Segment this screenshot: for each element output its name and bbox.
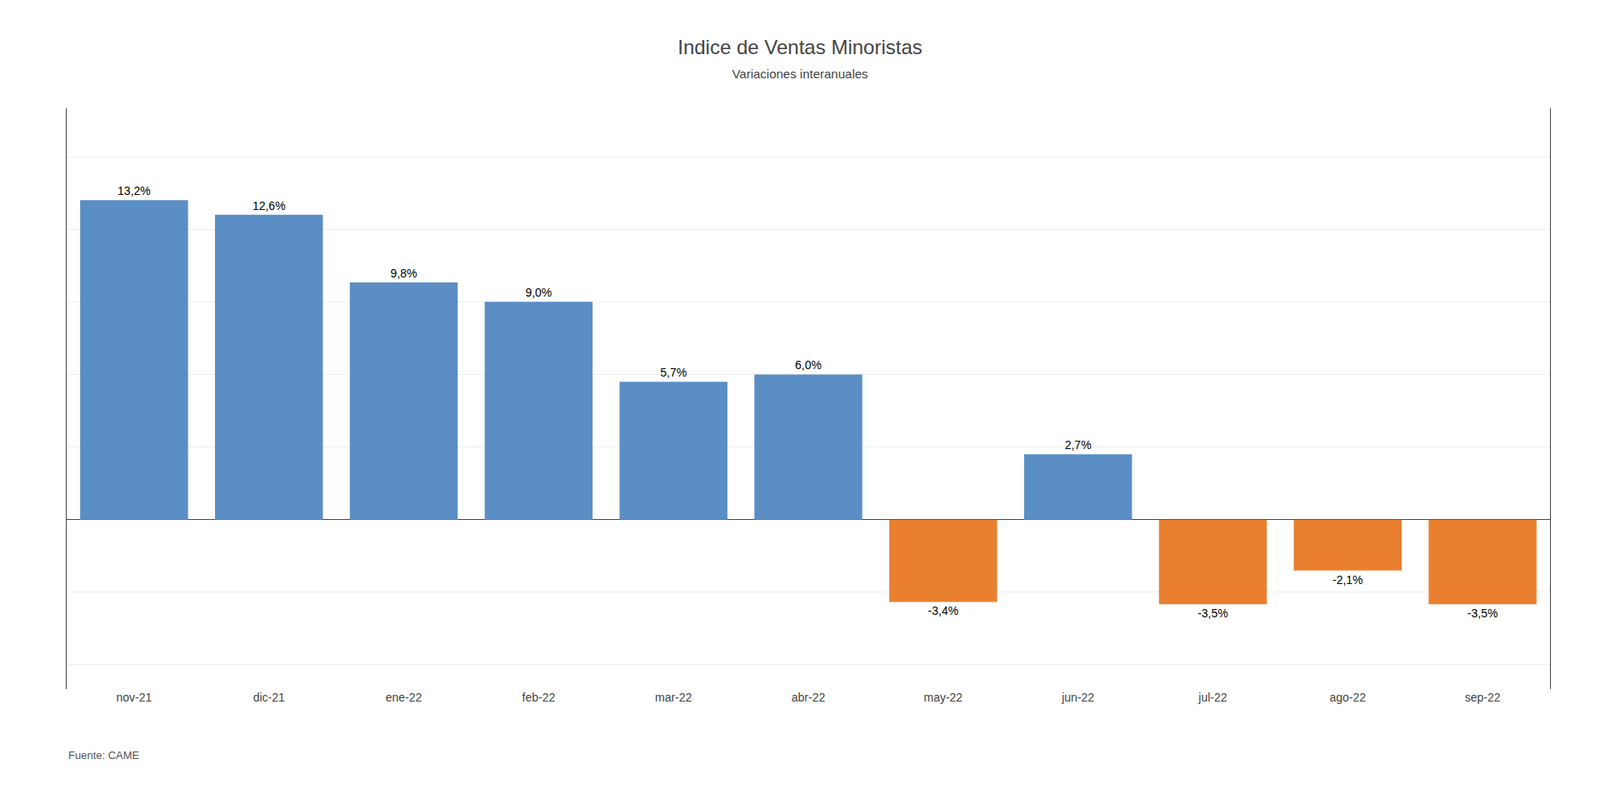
svg-text:sep-22: sep-22 — [1465, 690, 1501, 705]
svg-text:ene-22: ene-22 — [385, 690, 423, 705]
svg-text:Fuente: CAME: Fuente: CAME — [68, 749, 140, 762]
svg-text:13,2%: 13,2% — [117, 184, 151, 198]
svg-text:jun-22: jun-22 — [1060, 690, 1095, 705]
svg-text:9,0%: 9,0% — [525, 285, 552, 300]
svg-text:dic-21: dic-21 — [253, 690, 285, 705]
svg-text:Variaciones interanuales: Variaciones interanuales — [731, 66, 868, 81]
svg-text:12,6%: 12,6% — [252, 199, 286, 213]
svg-text:may-22: may-22 — [923, 690, 963, 705]
svg-text:feb-22: feb-22 — [522, 690, 556, 705]
svg-text:5,7%: 5,7% — [660, 365, 687, 380]
svg-text:-3,5%: -3,5% — [1197, 606, 1229, 620]
svg-text:jul-22: jul-22 — [1197, 690, 1227, 705]
svg-text:-2,1%: -2,1% — [1332, 573, 1364, 587]
svg-text:abr-22: abr-22 — [791, 690, 826, 705]
svg-text:-3,4%: -3,4% — [928, 604, 960, 618]
svg-text:mar-22: mar-22 — [655, 690, 693, 705]
svg-text:nov-21: nov-21 — [116, 690, 153, 705]
svg-text:Indice de Ventas Minoristas: Indice de Ventas Minoristas — [677, 35, 923, 59]
svg-text:-3,5%: -3,5% — [1467, 606, 1499, 620]
svg-text:9,8%: 9,8% — [390, 266, 418, 280]
svg-text:6,0%: 6,0% — [795, 358, 822, 372]
svg-text:2,7%: 2,7% — [1065, 438, 1092, 452]
svg-text:ago-22: ago-22 — [1329, 690, 1366, 705]
